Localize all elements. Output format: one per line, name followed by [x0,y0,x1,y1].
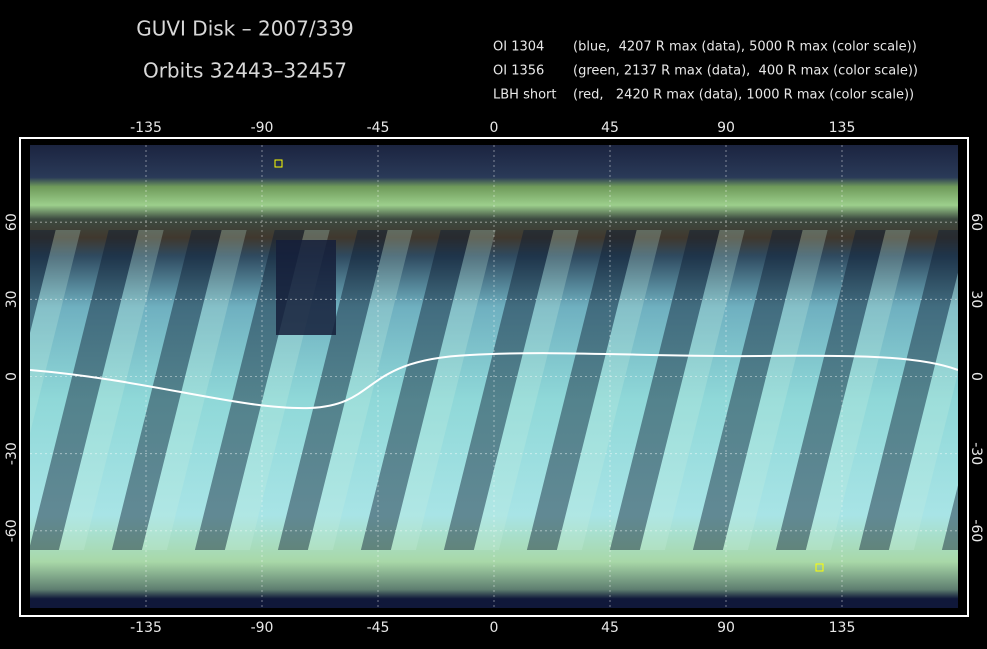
lon-tick-label: -90 [251,120,274,136]
lat-tick-label: 60 [968,213,984,231]
legend-band: OI 1304 [493,40,544,55]
legend-info: (blue, 4207 R max (data), 5000 R max (co… [573,40,917,55]
lat-tick-label: 0 [4,372,20,381]
lon-tick-label: 90 [717,120,735,136]
lon-tick-label: 45 [601,620,619,636]
lon-tick-label: 0 [490,620,499,636]
lon-tick-label: -135 [130,120,162,136]
lat-tick-label: -30 [968,442,984,465]
lon-tick-label: 90 [717,620,735,636]
legend-band: LBH short [493,88,556,103]
lat-tick-label: -60 [4,519,20,542]
title: GUVI Disk – 2007/339 [136,17,354,41]
lon-tick-label: 45 [601,120,619,136]
lon-tick-label: 0 [490,120,499,136]
lat-tick-label: 30 [968,290,984,308]
lat-tick-label: -30 [4,442,20,465]
lon-tick-label: 135 [829,120,856,136]
lon-tick-label: 135 [829,620,856,636]
lat-tick-label: 30 [4,290,20,308]
lon-tick-label: -135 [130,620,162,636]
lat-tick-label: 0 [968,372,984,381]
subtitle: Orbits 32443–32457 [143,59,347,83]
lon-tick-label: -45 [367,120,390,136]
lon-tick-label: -45 [367,620,390,636]
lon-tick-label: -90 [251,620,274,636]
lat-tick-label: 60 [4,213,20,231]
page: GUVI Disk – 2007/339 Orbits 32443–32457 … [0,0,987,649]
legend-info: (red, 2420 R max (data), 1000 R max (col… [573,88,914,103]
legend-info: (green, 2137 R max (data), 400 R max (co… [573,64,918,79]
lat-tick-label: -60 [968,519,984,542]
legend-band: OI 1356 [493,64,544,79]
